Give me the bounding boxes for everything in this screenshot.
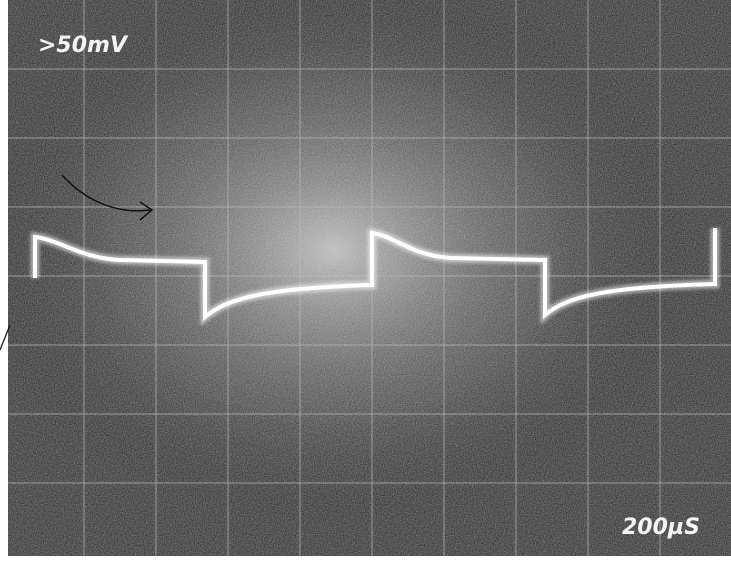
time-per-div: 200µS [622, 515, 700, 540]
page: >50mV 200µS (() => { const data = JSON.p… [0, 0, 731, 571]
volts-per-div: >50mV [38, 33, 129, 58]
oscilloscope-photo: >50mV 200µS [0, 0, 731, 571]
